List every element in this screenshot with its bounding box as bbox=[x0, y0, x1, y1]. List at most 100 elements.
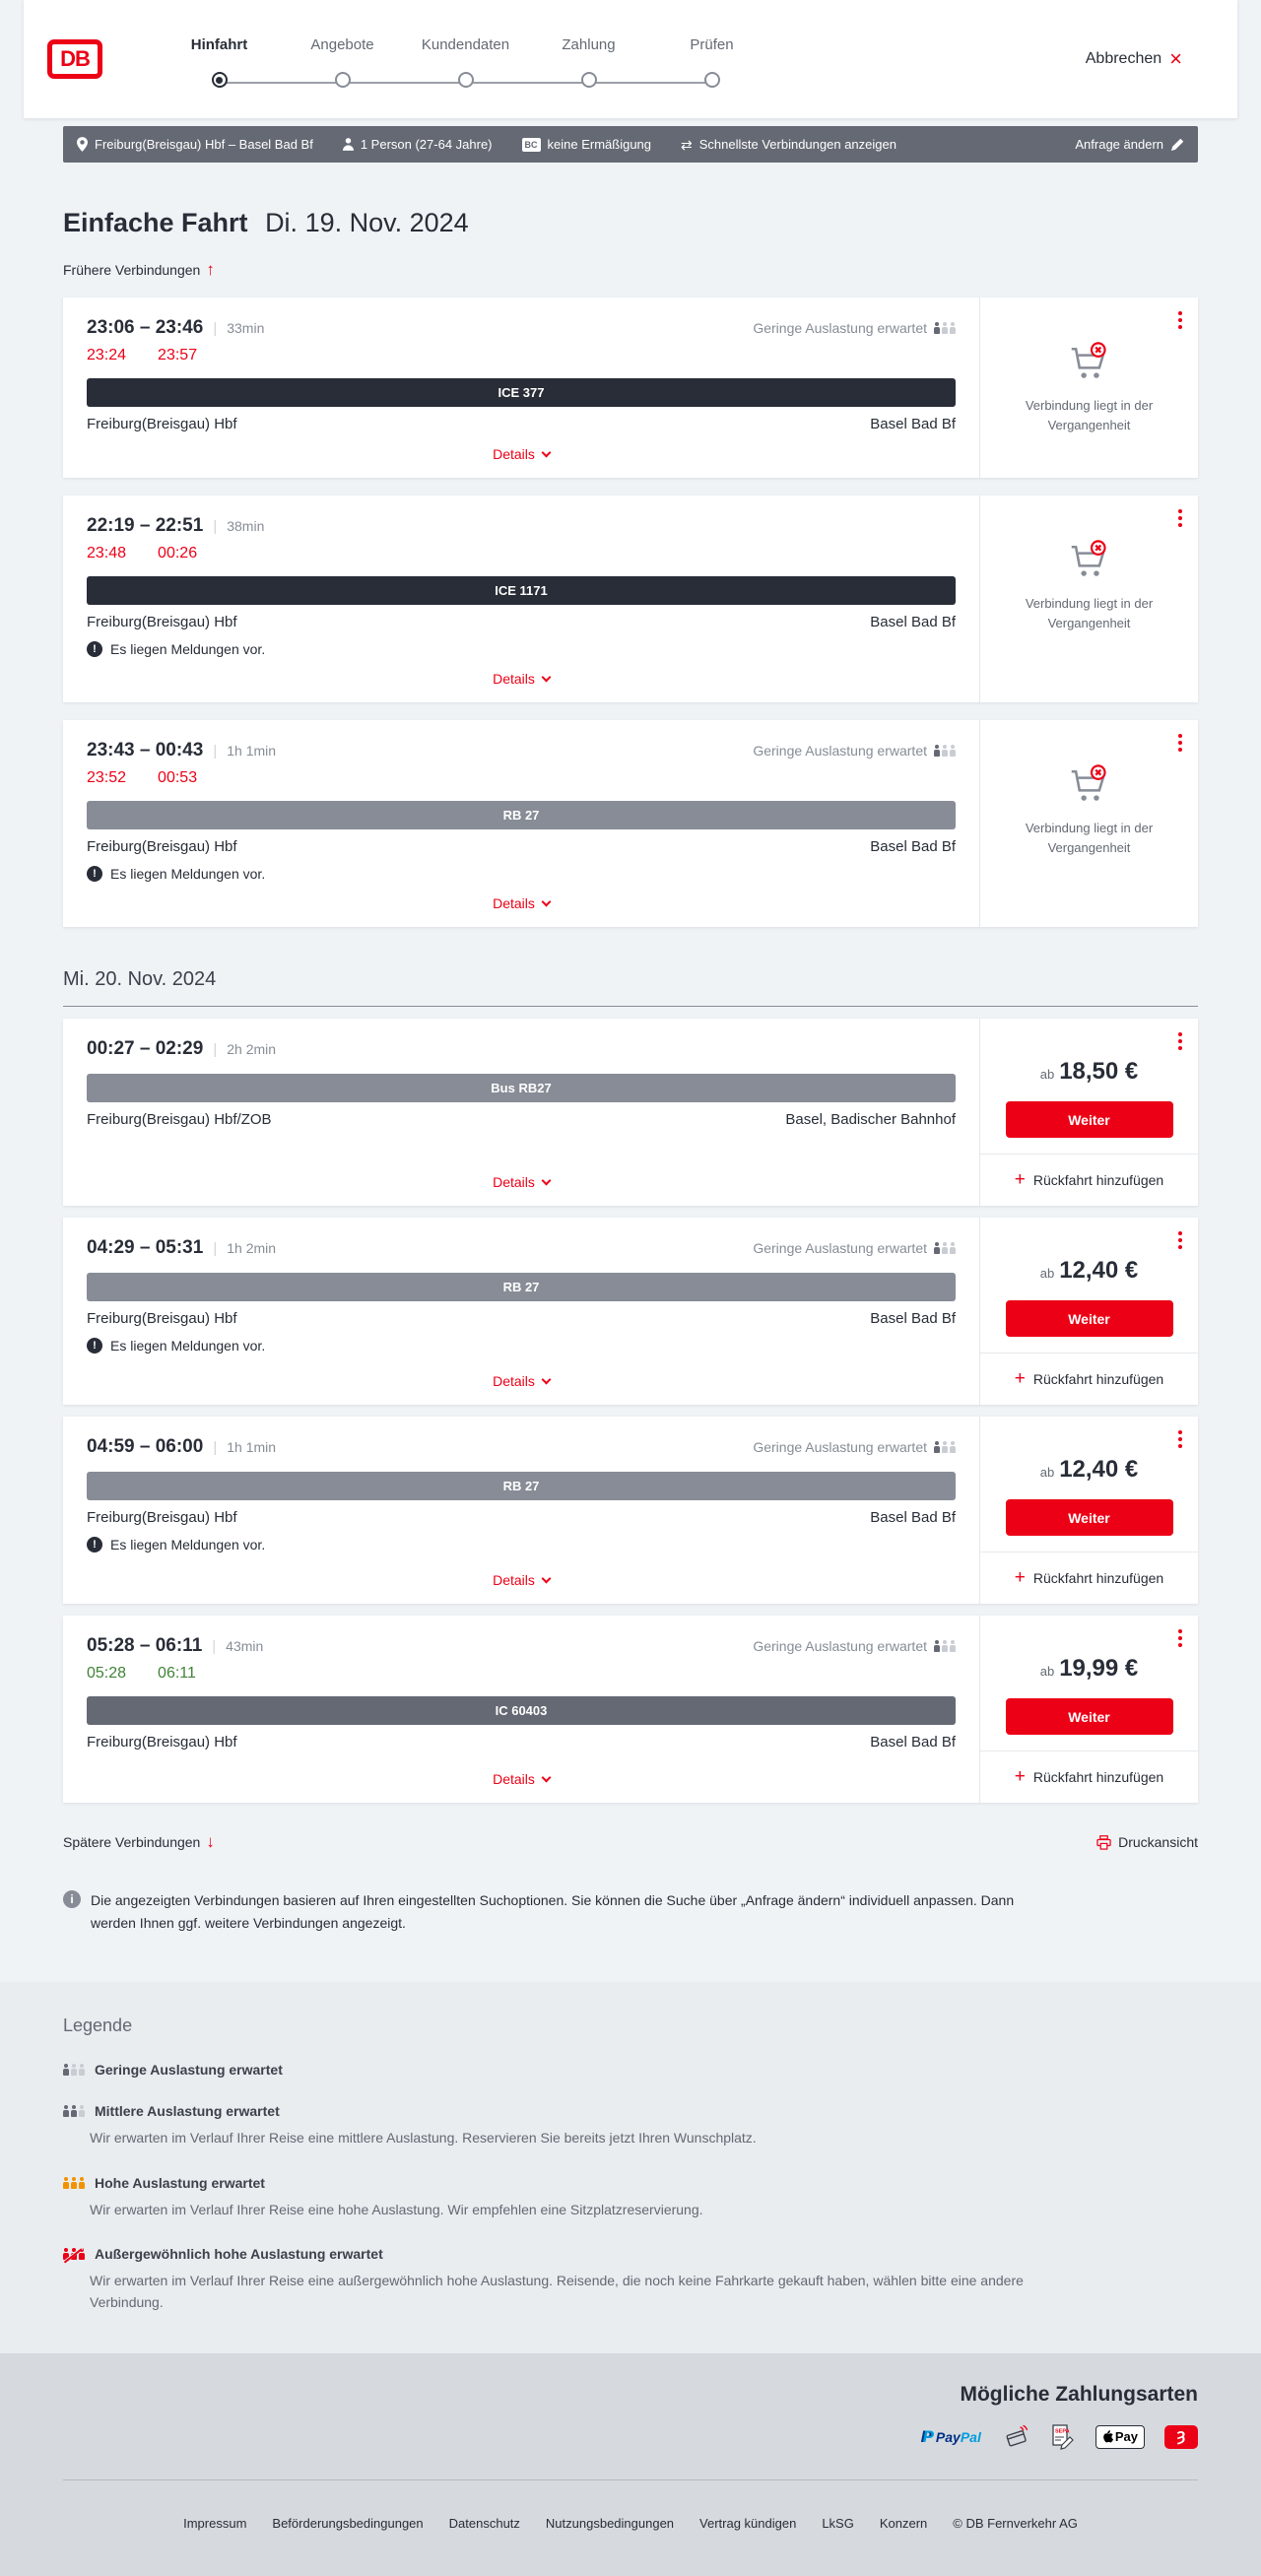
more-options-button[interactable] bbox=[1174, 1426, 1186, 1452]
add-return-button[interactable]: + Rückfahrt hinzufügen bbox=[980, 1154, 1198, 1206]
details-toggle[interactable]: Details bbox=[493, 1757, 552, 1791]
time-row: 05:28 – 06:11 | 43min Geringe Auslastung… bbox=[87, 1635, 956, 1657]
legend-title: Legende bbox=[63, 2015, 133, 2036]
messages-row: ! Es liegen Meldungen vor. bbox=[87, 1537, 956, 1552]
continue-button[interactable]: Weiter bbox=[1005, 1300, 1173, 1337]
arrow-down-icon: ↓ bbox=[206, 1832, 215, 1851]
apple-pay-icon: Pay bbox=[1095, 2424, 1145, 2449]
time-row: 23:06 – 23:46 | 33min Geringe Auslastung… bbox=[87, 317, 956, 339]
arrival-station: Basel Bad Bf bbox=[870, 614, 956, 630]
details-toggle[interactable]: Details bbox=[493, 1558, 552, 1592]
past-note-text: Verbindung liegt in der Vergangenheit bbox=[1025, 596, 1154, 630]
connection-details-panel: 23:06 – 23:46 | 33min Geringe Auslastung… bbox=[63, 297, 979, 478]
continue-button[interactable]: Weiter bbox=[1005, 1698, 1173, 1735]
step-dot bbox=[703, 72, 720, 88]
later-connections-link[interactable]: Spätere Verbindungen ↓ bbox=[63, 1832, 215, 1852]
separator: | bbox=[213, 518, 218, 535]
train-line-bar: IC 60403 bbox=[87, 1696, 956, 1725]
add-return-label: Rückfahrt hinzufügen bbox=[1032, 1570, 1164, 1586]
footer-link[interactable]: Vertrag kündigen bbox=[699, 2515, 797, 2531]
add-return-button[interactable]: + Rückfahrt hinzufügen bbox=[980, 1552, 1198, 1604]
legend-item-head: Außergewöhnlich hohe Auslastung erwartet bbox=[63, 2246, 1198, 2262]
price-prefix: ab bbox=[1039, 1067, 1055, 1082]
footer-link[interactable]: Nutzungsbedingungen bbox=[545, 2515, 675, 2531]
step-label-active: Hinfahrt bbox=[190, 36, 248, 53]
plus-icon: + bbox=[1014, 1766, 1026, 1787]
footer-link[interactable]: Datenschutz bbox=[448, 2515, 520, 2531]
occupancy-persons-icon bbox=[934, 1242, 956, 1254]
details-toggle[interactable]: Details bbox=[493, 882, 552, 915]
details-toggle[interactable]: Details bbox=[493, 657, 552, 691]
connection-details-panel: 00:27 – 02:29 | 2h 2min Bus RB27 Freibur… bbox=[63, 1019, 979, 1206]
fastest-connections-text: Schnellste Verbindungen anzeigen bbox=[698, 137, 896, 152]
legend-item: Geringe Auslastung erwartet bbox=[63, 2062, 1198, 2078]
footer-link[interactable]: LkSG bbox=[822, 2515, 854, 2531]
more-options-button[interactable] bbox=[1174, 1625, 1186, 1651]
footer-link[interactable]: Konzern bbox=[879, 2515, 928, 2531]
messages-row: ! Es liegen Meldungen vor. bbox=[87, 1338, 956, 1354]
print-view-label: Druckansicht bbox=[1118, 1834, 1198, 1850]
duration: 1h 1min bbox=[227, 1439, 277, 1455]
details-toggle[interactable]: Details bbox=[493, 1359, 552, 1393]
train-line-bar: ICE 377 bbox=[87, 378, 956, 407]
payments-footer-section: Mögliche Zahlungsarten P Pay Pal SEPA Pay bbox=[0, 2352, 1261, 2576]
plus-icon: + bbox=[1014, 1567, 1026, 1588]
details-toggle[interactable]: Details bbox=[493, 432, 552, 466]
price-prefix: ab bbox=[1039, 1465, 1055, 1480]
legend-item-description: Wir erwarten im Verlauf Ihrer Reise eine… bbox=[90, 2272, 1024, 2311]
connection-card: 22:19 – 22:51 | 38min 23:48 00:26 ICE 11… bbox=[63, 495, 1198, 702]
time-range: 23:43 – 00:43 bbox=[87, 740, 204, 760]
footer-link[interactable]: Impressum bbox=[183, 2515, 247, 2531]
connection-details-panel: 04:29 – 05:31 | 1h 2min Geringe Auslastu… bbox=[63, 1218, 979, 1405]
train-label: ICE 1171 bbox=[495, 583, 548, 598]
realtime-row: 23:48 00:26 bbox=[87, 545, 956, 562]
more-options-button[interactable] bbox=[1174, 505, 1186, 531]
more-options-button[interactable] bbox=[1174, 1028, 1186, 1054]
continue-button[interactable]: Weiter bbox=[1005, 1101, 1173, 1138]
price-block: ab 19,99 € bbox=[1040, 1655, 1139, 1683]
print-view-link[interactable]: Druckansicht bbox=[1096, 1834, 1198, 1850]
change-request-button[interactable]: Anfrage ändern bbox=[1075, 137, 1184, 152]
realtime-arrival: 06:11 bbox=[158, 1665, 196, 1682]
train-label: RB 27 bbox=[502, 1479, 540, 1493]
occupancy-persons-icon bbox=[934, 322, 956, 334]
details-label: Details bbox=[493, 1373, 535, 1389]
earlier-connections-label: Frühere Verbindungen bbox=[63, 262, 201, 278]
messages-row: ! Es liegen Meldungen vor. bbox=[87, 641, 956, 657]
earlier-connections-link[interactable]: Frühere Verbindungen ↑ bbox=[63, 260, 215, 280]
continue-button[interactable]: Weiter bbox=[1005, 1499, 1173, 1536]
copyright-text: © DB Fernverkehr AG bbox=[953, 2515, 1078, 2531]
arrival-station: Basel Bad Bf bbox=[870, 838, 956, 855]
add-return-button[interactable]: + Rückfahrt hinzufügen bbox=[980, 1750, 1198, 1803]
train-line-bar: RB 27 bbox=[87, 1472, 956, 1500]
booking-panel: ab 12,40 € Weiter + Rückfahrt hinzufügen bbox=[979, 1417, 1198, 1604]
location-pin-icon bbox=[77, 137, 88, 152]
booking-panel: ab 19,99 € Weiter + Rückfahrt hinzufügen bbox=[979, 1616, 1198, 1803]
cancel-button[interactable]: Abbrechen × bbox=[1086, 48, 1182, 70]
step-label: Prüfen bbox=[690, 36, 734, 53]
arrival-station: Basel Bad Bf bbox=[870, 1734, 956, 1750]
more-options-button[interactable] bbox=[1174, 730, 1186, 756]
realtime-row: 23:52 00:53 bbox=[87, 769, 956, 787]
stations-row: Freiburg(Breisgau) Hbf Basel Bad Bf bbox=[87, 1310, 956, 1327]
legend-item-label: Außergewöhnlich hohe Auslastung erwartet bbox=[95, 2245, 383, 2262]
svg-text:SEPA: SEPA bbox=[1055, 2428, 1070, 2434]
details-label: Details bbox=[493, 1174, 535, 1190]
chevron-down-icon bbox=[541, 1175, 552, 1185]
add-return-button[interactable]: + Rückfahrt hinzufügen bbox=[980, 1353, 1198, 1405]
pencil-icon bbox=[1171, 138, 1184, 151]
occupancy-indicator: Geringe Auslastung erwartet bbox=[753, 320, 956, 336]
messages-text: Es liegen Meldungen vor. bbox=[110, 1537, 266, 1552]
legend-section: Legende Geringe Auslastung erwartet Mitt… bbox=[0, 1982, 1261, 2353]
more-options-button[interactable] bbox=[1174, 1227, 1186, 1253]
footer-link[interactable]: Beförderungsbedingungen bbox=[272, 2515, 424, 2531]
details-toggle[interactable]: Details bbox=[493, 1160, 552, 1194]
info-note: i Die angezeigten Verbindungen basieren … bbox=[63, 1889, 1058, 1982]
more-options-button[interactable] bbox=[1174, 307, 1186, 333]
legend-item-label: Hohe Auslastung erwartet bbox=[95, 2174, 265, 2191]
train-label: RB 27 bbox=[502, 808, 540, 823]
footer: Impressum Beförderungsbedingungen Datens… bbox=[63, 2478, 1198, 2576]
occupancy-persons-icon bbox=[934, 1640, 956, 1652]
add-return-label: Rückfahrt hinzufügen bbox=[1032, 1371, 1164, 1387]
exclamation-icon: ! bbox=[87, 866, 102, 882]
